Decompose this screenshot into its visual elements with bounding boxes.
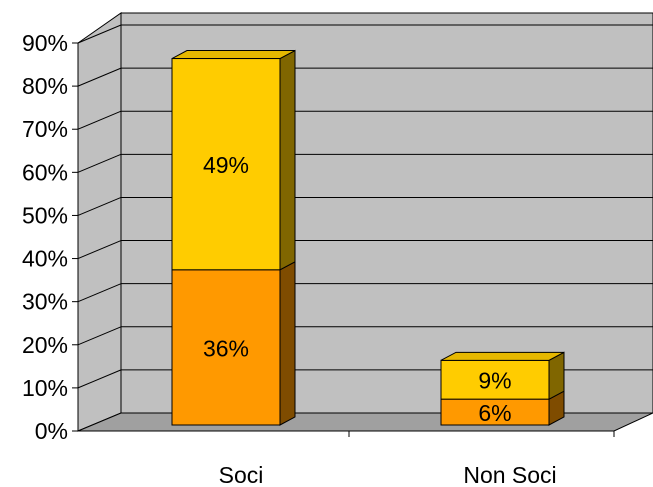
data-label: 6% [478, 400, 511, 426]
gridline-side [77, 326, 122, 346]
chart-floor [77, 412, 653, 432]
y-tick-label: 70% [22, 116, 68, 142]
data-label: 36% [203, 335, 249, 361]
gridline-side [77, 153, 122, 173]
gridline-side [77, 196, 122, 216]
bars: 36% 49% 6% 9% [171, 49, 565, 426]
y-tick-label: 60% [22, 159, 68, 185]
bar-segment-side [279, 260, 296, 426]
data-label: 49% [203, 152, 249, 178]
y-tick-label: 50% [22, 202, 68, 228]
y-axis-ticks: 0% 10% 20% 30% 40% 50% 60% 70% 80% 90% [22, 30, 78, 444]
bar-segment-top [440, 351, 565, 361]
bar-segment-side [279, 49, 296, 271]
data-label: 9% [478, 368, 511, 394]
gridline-side [77, 240, 122, 260]
bar-segment-top [171, 50, 296, 60]
gridline-side [77, 283, 122, 303]
bar-segment [440, 398, 550, 426]
y-tick-label: 20% [22, 332, 68, 358]
y-tick-label: 30% [22, 289, 68, 315]
bar-segment [171, 269, 281, 426]
x-axis-ticks: Soci Non Soci [219, 431, 615, 487]
x-tick-label: Non Soci [463, 462, 556, 487]
gridline-side [77, 369, 122, 389]
y-tick-label: 90% [22, 30, 68, 56]
gridline-side [77, 110, 122, 130]
chart-side-wall [77, 12, 122, 432]
y-tick-label: 10% [22, 375, 68, 401]
y-tick-label: 80% [22, 73, 68, 99]
gridline-side [77, 67, 122, 87]
y-tick-label: 40% [22, 246, 68, 272]
bar-segment [171, 58, 281, 271]
gridline-side [77, 24, 122, 44]
x-tick-label: Soci [219, 462, 264, 487]
y-tick-label: 0% [35, 418, 68, 444]
